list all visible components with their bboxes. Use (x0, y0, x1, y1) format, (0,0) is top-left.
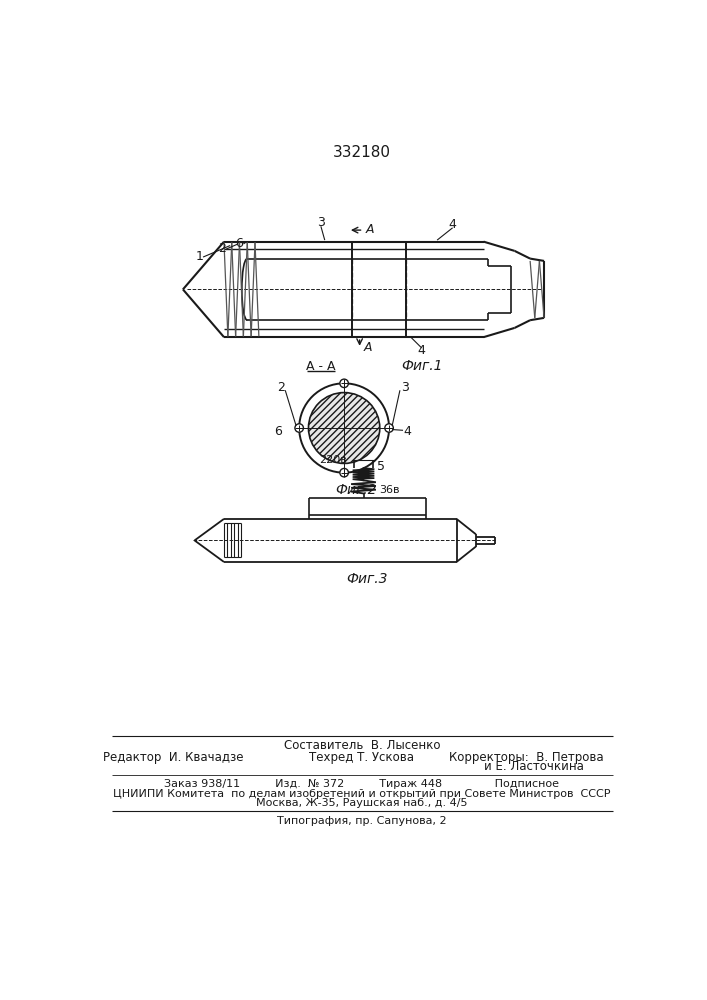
Text: 6: 6 (274, 425, 282, 438)
Text: 5: 5 (378, 460, 385, 473)
Text: Составитель  В. Лысенко: Составитель В. Лысенко (284, 739, 440, 752)
Text: Фиг.2: Фиг.2 (335, 483, 377, 497)
Text: 4: 4 (404, 425, 411, 438)
Text: A - A: A - A (306, 360, 336, 373)
Text: A: A (363, 341, 372, 354)
Text: ЦНИИПИ Комитета  по делам изобретений и открытий при Совете Министров  СССР: ЦНИИПИ Комитета по делам изобретений и о… (113, 789, 611, 799)
Text: Заказ 938/11          Изд.  № 372          Тираж 448               Подписное: Заказ 938/11 Изд. № 372 Тираж 448 Подпис… (165, 779, 559, 789)
Circle shape (385, 424, 393, 432)
Circle shape (340, 468, 349, 477)
Text: Редактор  И. Квачадзе: Редактор И. Квачадзе (103, 751, 244, 764)
Text: 220в: 220в (319, 455, 346, 465)
Text: Корректоры:  В. Петрова: Корректоры: В. Петрова (449, 751, 604, 764)
Text: 332180: 332180 (333, 145, 391, 160)
Text: 3: 3 (317, 216, 325, 229)
Text: Типография, пр. Сапунова, 2: Типография, пр. Сапунова, 2 (277, 816, 447, 826)
Text: Фиг.3: Фиг.3 (346, 572, 388, 586)
Circle shape (340, 379, 349, 388)
Text: 4: 4 (449, 218, 457, 231)
Text: Техред Т. Ускова: Техред Т. Ускова (310, 751, 414, 764)
Circle shape (308, 393, 380, 463)
Text: 6: 6 (235, 237, 243, 250)
Text: 36в: 36в (379, 485, 399, 495)
Text: 4: 4 (418, 344, 426, 358)
Text: Москва, Ж-35, Раушская наб., д. 4/5: Москва, Ж-35, Раушская наб., д. 4/5 (256, 798, 468, 808)
Circle shape (295, 424, 303, 432)
Text: Фиг.1: Фиг.1 (401, 359, 443, 373)
Text: и Е. Ласточкина: и Е. Ласточкина (484, 760, 584, 773)
Text: 2: 2 (218, 242, 226, 255)
Text: 2: 2 (276, 381, 284, 394)
Text: 1: 1 (195, 250, 203, 263)
Text: A: A (366, 223, 374, 236)
Text: 3: 3 (401, 381, 409, 394)
